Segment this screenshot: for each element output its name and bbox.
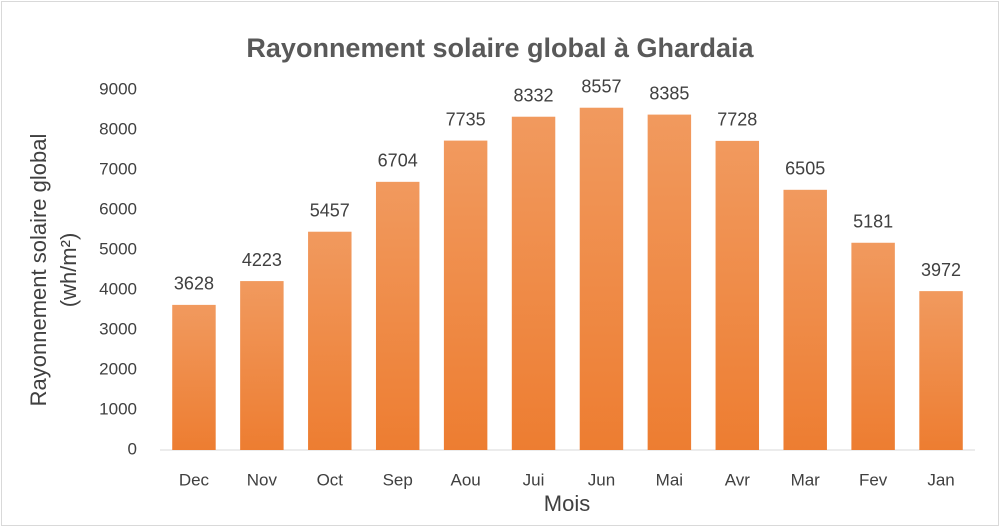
data-label: 5181 — [853, 212, 893, 232]
y-tick-label: 4000 — [99, 279, 137, 298]
data-label: 6505 — [785, 159, 825, 179]
bar — [240, 281, 284, 450]
bar — [851, 242, 895, 450]
data-label: 6704 — [378, 151, 418, 171]
data-label: 7728 — [717, 110, 757, 130]
y-tick-label: 7000 — [99, 159, 137, 178]
bar — [919, 291, 963, 450]
bar — [715, 140, 760, 450]
y-tick-label: 5000 — [99, 239, 137, 258]
bar — [443, 140, 488, 450]
x-tick-label: Avr — [725, 470, 751, 489]
data-label: 7735 — [446, 109, 486, 129]
chart-title: Rayonnement solaire global à Ghardaia — [246, 33, 754, 63]
bar — [511, 116, 556, 450]
y-tick-label: 8000 — [99, 119, 137, 138]
bar — [783, 189, 827, 451]
x-tick-label: Sep — [383, 470, 413, 489]
x-tick-label: Jui — [523, 470, 545, 489]
bar — [647, 114, 692, 450]
data-label: 8557 — [581, 76, 621, 96]
x-axis-title: Mois — [544, 491, 590, 516]
x-tick-label: Nov — [247, 470, 278, 489]
bar — [579, 107, 624, 450]
bar — [375, 181, 420, 450]
y-tick-label: 0 — [128, 439, 137, 458]
data-label: 8385 — [649, 83, 689, 103]
x-tick-label: Jun — [588, 470, 615, 489]
x-tick-label: Dec — [179, 470, 210, 489]
y-axis-title: Rayonnement solaire global — [26, 134, 51, 407]
y-axis-title: (wh/m²) — [56, 233, 81, 308]
y-tick-label: 6000 — [99, 199, 137, 218]
x-tick-label: Jan — [927, 470, 954, 489]
bar — [308, 231, 352, 450]
data-label: 3972 — [921, 260, 961, 280]
x-tick-label: Mar — [791, 470, 821, 489]
data-label: 3628 — [174, 274, 214, 294]
y-tick-label: 3000 — [99, 319, 137, 338]
data-label: 4223 — [242, 250, 282, 270]
data-label: 8332 — [514, 85, 554, 105]
data-label: 5457 — [310, 200, 350, 220]
y-tick-label: 1000 — [99, 399, 137, 418]
x-tick-label: Oct — [317, 470, 344, 489]
x-tick-label: Fev — [859, 470, 888, 489]
y-tick-label: 9000 — [99, 79, 137, 98]
y-tick-label: 2000 — [99, 359, 137, 378]
bar — [172, 304, 216, 450]
x-tick-label: Aou — [451, 470, 481, 489]
x-tick-label: Mai — [656, 470, 683, 489]
